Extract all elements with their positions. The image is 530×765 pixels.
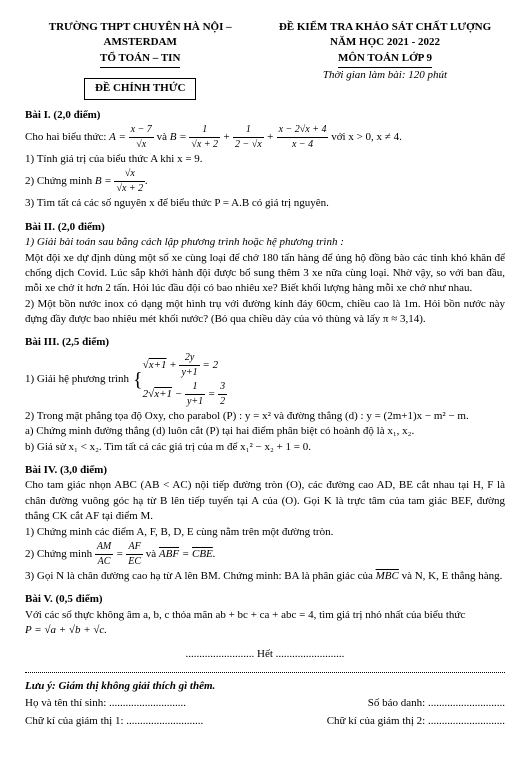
system-eq: √x+1 + 2yy+1 = 2 2√x+1 − 1y+1 = 32 — [143, 351, 227, 409]
text: 2) Chứng minh — [25, 548, 95, 560]
expr-B: B = 1√x + 2 + 12 − √x + x − 2√x + 4x − 4 — [170, 131, 329, 143]
text: Cho hai biểu thức: — [25, 131, 109, 143]
arc-eq: ABF = CBE. — [159, 548, 216, 560]
label: Chữ kí của giám thị 2: — [327, 715, 426, 727]
bai-5-title: Bài V. (0,5 điểm) — [25, 592, 505, 607]
bai-3-q1: 1) Giải hệ phương trình { √x+1 + 2yy+1 =… — [25, 351, 505, 409]
bai-2-p1: Một đội xe dự định dùng một số xe cùng l… — [25, 251, 505, 297]
bai-3-q2: 2) Trong mặt phẳng tọa độ Oxy, cho parab… — [25, 409, 505, 424]
dots — [425, 697, 505, 709]
sig2-field: Chữ kí của giám thị 2: — [327, 714, 505, 729]
bai-4-p1: Cho tam giác nhọn ABC (AB < AC) nội tiếp… — [25, 478, 505, 524]
text: và — [146, 548, 159, 560]
text: và — [157, 131, 170, 143]
arc-mbc: MBC — [376, 570, 399, 582]
bai-3-q2b: b) Giả sử x₁ < x₂. Tìm tất cả các giá tr… — [25, 440, 505, 455]
school-name: TRƯỜNG THPT CHUYÊN HÀ NỘI – AMSTERDAM — [25, 20, 255, 51]
text: 3) Gọi N là chân đường cao hạ từ A lên B… — [25, 570, 376, 582]
header-right: ĐỀ KIỂM TRA KHẢO SÁT CHẤT LƯỢNG NĂM HỌC … — [265, 20, 505, 100]
bai-5: Bài V. (0,5 điểm) Với các số thực không … — [25, 592, 505, 638]
bai-1: Bài I. (2,0 điểm) Cho hai biểu thức: A =… — [25, 108, 505, 212]
brace-icon: { — [133, 366, 143, 394]
expr-B2: B = √x√x + 2. — [95, 175, 148, 187]
ratio: AMAC = AFEC — [95, 548, 143, 560]
bai-1-q2: 2) Chứng minh B = √x√x + 2. — [25, 167, 505, 196]
exam-subject: MÔN TOÁN LỚP 9 — [338, 51, 432, 68]
bai-1-intro: Cho hai biểu thức: A = x − 7√x và B = 1√… — [25, 123, 505, 152]
header: TRƯỜNG THPT CHUYÊN HÀ NỘI – AMSTERDAM TỔ… — [25, 20, 505, 100]
bai-1-q3: 3) Tìm tất cả các số nguyên x để biểu th… — [25, 196, 505, 211]
bai-4-title: Bài IV. (3,0 điểm) — [25, 463, 505, 478]
bai-2-sub: 1) Giải bài toán sau bằng cách lập phươn… — [25, 235, 505, 250]
exam-title: ĐỀ KIỂM TRA KHẢO SÁT CHẤT LƯỢNG — [265, 20, 505, 35]
bai-3-q2a: a) Chứng minh đường thẳng (d) luôn cắt (… — [25, 424, 505, 439]
header-left: TRƯỜNG THPT CHUYÊN HÀ NỘI – AMSTERDAM TỔ… — [25, 20, 255, 100]
bai-1-title: Bài I. (2,0 điểm) — [25, 108, 505, 123]
footer-row-1: Họ và tên thí sinh: Số báo danh: — [25, 696, 505, 711]
footer: Lưu ý: Giám thị không giải thích gì thêm… — [25, 672, 505, 729]
label: Số báo danh: — [368, 697, 425, 709]
dept-name: TỔ TOÁN – TIN — [100, 51, 180, 68]
footer-note: Lưu ý: Giám thị không giải thích gì thêm… — [25, 679, 505, 694]
label: Họ và tên thí sinh: — [25, 697, 106, 709]
bai-1-q1: 1) Tính giá trị của biểu thức A khi x = … — [25, 152, 505, 167]
text: và N, K, E thẳng hàng. — [402, 570, 503, 582]
name-field: Họ và tên thí sinh: — [25, 696, 186, 711]
bai-3: Bài III. (2,5 điểm) 1) Giải hệ phương tr… — [25, 335, 505, 455]
bai-4-q1: 1) Chứng minh các điểm A, F, B, D, E cùn… — [25, 525, 505, 540]
bai-4: Bài IV. (3,0 điểm) Cho tam giác nhọn ABC… — [25, 463, 505, 584]
bai-4-q2: 2) Chứng minh AMAC = AFEC và ABF = CBE. — [25, 540, 505, 569]
end-mark: ......................... Hết ..........… — [25, 647, 505, 662]
dots — [124, 715, 204, 727]
bai-4-q3: 3) Gọi N là chân đường cao hạ từ A lên B… — [25, 569, 505, 584]
dots — [106, 697, 186, 709]
bai-2: Bài II. (2,0 điểm) 1) Giải bài toán sau … — [25, 220, 505, 328]
bai-3-title: Bài III. (2,5 điểm) — [25, 335, 505, 350]
text: 2) Chứng minh — [25, 175, 95, 187]
bai-2-title: Bài II. (2,0 điểm) — [25, 220, 505, 235]
exam-duration: Thời gian làm bài: 120 phút — [265, 68, 505, 83]
text: 1) Giải hệ phương trình — [25, 372, 129, 387]
bai-5-p1: Với các số thực không âm a, b, c thỏa mã… — [25, 608, 505, 623]
label: Chữ kí của giám thị 1: — [25, 715, 124, 727]
dots — [425, 715, 505, 727]
bai-2-p2: 2) Một bồn nước inox có dạng một hình tr… — [25, 297, 505, 328]
official-title: ĐỀ CHÍNH THỨC — [84, 78, 196, 99]
footer-row-2: Chữ kí của giám thị 1: Chữ kí của giám t… — [25, 714, 505, 729]
sig1-field: Chữ kí của giám thị 1: — [25, 714, 203, 729]
bai-5-p2: P = √a + √b + √c. — [25, 623, 505, 638]
text: với x > 0, x ≠ 4. — [331, 131, 402, 143]
expr-A: A = x − 7√x — [109, 131, 154, 143]
exam-year: NĂM HỌC 2021 - 2022 — [265, 35, 505, 50]
sbd-field: Số báo danh: — [368, 696, 505, 711]
